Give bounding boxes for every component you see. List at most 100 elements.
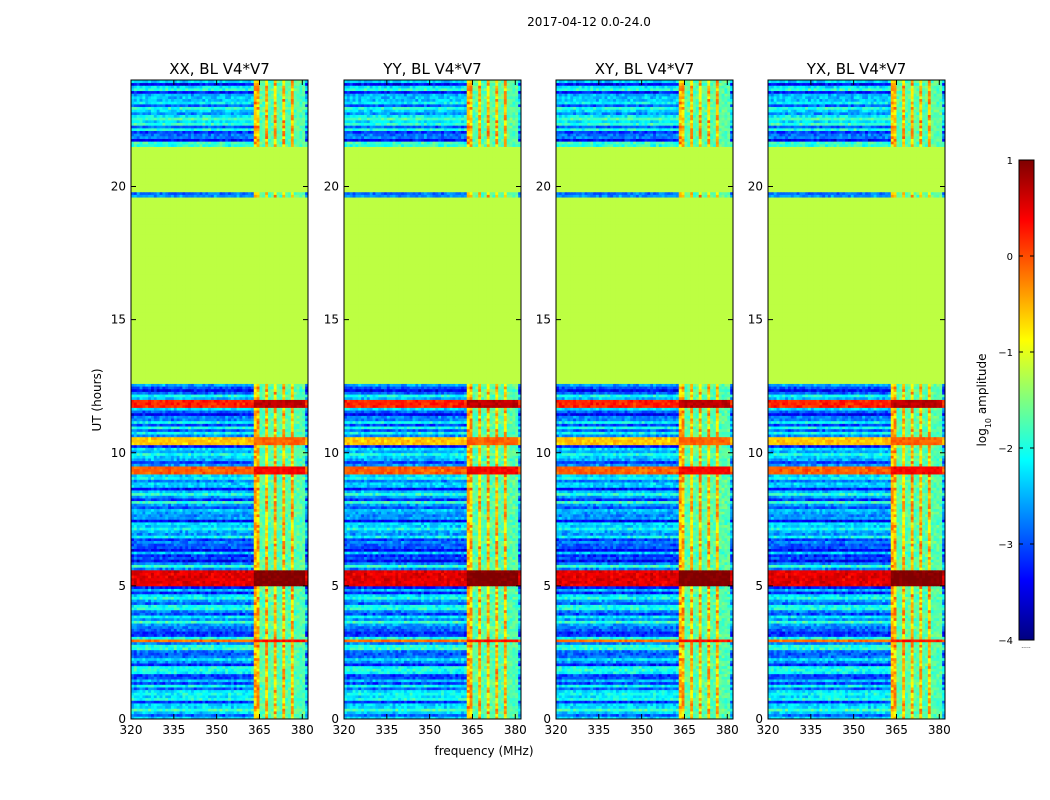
heatmap-cell [265, 684, 268, 687]
heatmap-cell [162, 708, 165, 711]
heatmap-cell [239, 711, 242, 714]
heatmap-cell [171, 698, 174, 701]
heatmap-cell [234, 706, 237, 709]
heatmap-cell [242, 698, 245, 701]
heatmap-cell [185, 690, 188, 693]
heatmap-cell [225, 690, 228, 693]
heatmap-cell [174, 695, 177, 698]
heatmap-cell [277, 690, 280, 693]
heatmap-cell [242, 700, 245, 703]
heatmap-cell [234, 700, 237, 703]
heatmap-cell [251, 682, 254, 685]
heatmap-cell [200, 684, 203, 687]
heatmap-cell [134, 700, 137, 703]
heatmap-cell [242, 692, 245, 695]
heatmap-cell [160, 698, 163, 701]
heatmap-cell [268, 714, 271, 717]
heatmap-cell [277, 700, 280, 703]
heatmap-cell [257, 684, 260, 687]
heatmap-cell [194, 714, 197, 717]
heatmap-cell [262, 695, 265, 698]
heatmap-cell [265, 703, 268, 706]
heatmap-cell [282, 706, 285, 709]
heatmap-cell [302, 700, 305, 703]
heatmap-cell [140, 711, 143, 714]
heatmap-cell [220, 703, 223, 706]
heatmap-cell [160, 711, 163, 714]
heatmap-cell [205, 684, 208, 687]
heatmap-cell [225, 687, 228, 690]
heatmap-cell [151, 684, 154, 687]
heatmap-cell [257, 706, 260, 709]
heatmap-cell [165, 706, 168, 709]
heatmap-cell [168, 682, 171, 685]
heatmap-cell [254, 703, 257, 706]
heatmap-cell [165, 695, 168, 698]
heatmap-cell [251, 695, 254, 698]
heatmap-cell [171, 711, 174, 714]
heatmap-cell [145, 700, 148, 703]
heatmap-cell [274, 695, 277, 698]
figure: 2017-04-12 0.0-24.0 XX, BL V4*V7320 335 35… [0, 0, 1050, 800]
heatmap-cell [157, 687, 160, 690]
heatmap-cell [208, 684, 211, 687]
heatmap-cell [188, 690, 191, 693]
heatmap-cell [225, 711, 228, 714]
heatmap-cell [185, 695, 188, 698]
heatmap-cell [154, 692, 157, 695]
heatmap-cell [148, 706, 151, 709]
heatmap-cell [134, 692, 137, 695]
heatmap-cell [302, 706, 305, 709]
heatmap-cell [200, 711, 203, 714]
heatmap-cell [145, 711, 148, 714]
heatmap-cell [142, 690, 145, 693]
heatmap-cell [242, 703, 245, 706]
heatmap-cell [177, 690, 180, 693]
heatmap-cell [145, 687, 148, 690]
heatmap-cell [180, 682, 183, 685]
heatmap-cell [248, 714, 251, 717]
heatmap-cell [231, 711, 234, 714]
heatmap-cell [297, 714, 300, 717]
heatmap-cell [177, 695, 180, 698]
heatmap-cell [245, 711, 248, 714]
heatmap-cell [279, 700, 282, 703]
heatmap-cell [265, 708, 268, 711]
heatmap-cell [299, 708, 302, 711]
heatmap-cell [217, 684, 220, 687]
heatmap-cell [188, 698, 191, 701]
heatmap-cell [222, 714, 225, 717]
heatmap-cell [157, 706, 160, 709]
heatmap-cell [279, 698, 282, 701]
heatmap-cell [228, 692, 231, 695]
heatmap-cell [188, 682, 191, 685]
heatmap-cell [148, 703, 151, 706]
heatmap-cell [251, 700, 254, 703]
heatmap-cell [148, 714, 151, 717]
heatmap-cell [225, 700, 228, 703]
heatmap-cell [177, 692, 180, 695]
heatmap-cell [188, 711, 191, 714]
heatmap-cell [140, 700, 143, 703]
heatmap-cell [254, 690, 257, 693]
heatmap-cell [254, 692, 257, 695]
heatmap-cell [185, 706, 188, 709]
heatmap-cell [171, 690, 174, 693]
heatmap-cell [302, 698, 305, 701]
heatmap-cell [291, 706, 294, 709]
heatmap-cell [277, 684, 280, 687]
heatmap-cell [262, 682, 265, 685]
heatmap-cell [180, 703, 183, 706]
heatmap-cell [165, 700, 168, 703]
heatmap-cell [288, 706, 291, 709]
heatmap-cell [154, 698, 157, 701]
heatmap-cell [242, 684, 245, 687]
heatmap-cell [228, 711, 231, 714]
heatmap-cell [205, 706, 208, 709]
heatmap-cell [162, 690, 165, 693]
heatmap-cell [251, 687, 254, 690]
heatmap-cell [237, 682, 240, 685]
heatmap-cell [234, 698, 237, 701]
heatmap-cell [182, 695, 185, 698]
heatmap-cell [254, 708, 257, 711]
